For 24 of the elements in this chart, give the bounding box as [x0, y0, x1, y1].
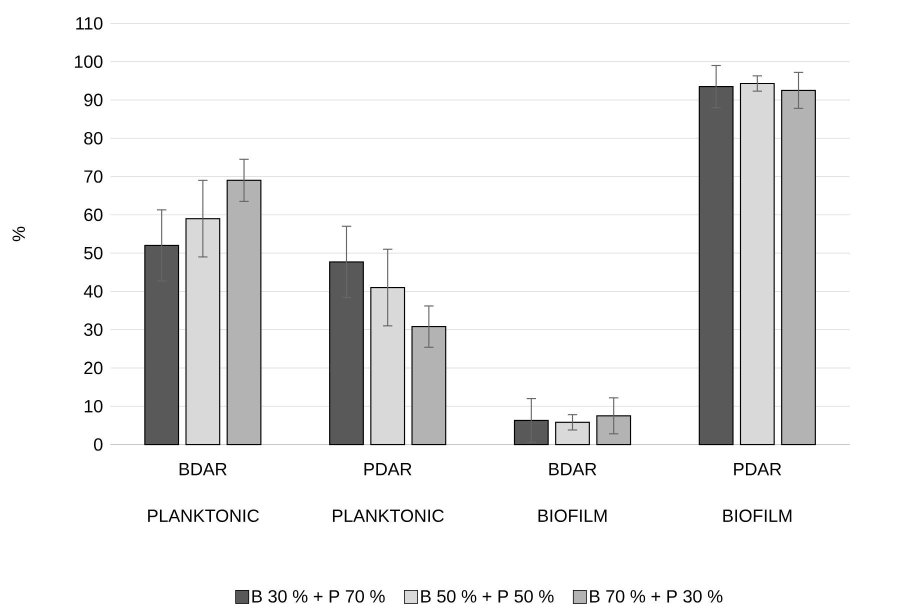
category-label: PDAR PLANKTONIC [332, 463, 444, 522]
y-tick-label: 60 [84, 208, 102, 222]
y-tick-label: 50 [84, 246, 102, 260]
y-axis-title: % [12, 226, 25, 242]
category-label: BDAR BIOFILM [538, 463, 606, 522]
legend-label: B 30 % + P 70 % [252, 590, 385, 603]
y-tick-label: 40 [84, 285, 102, 298]
legend-label: B 50 % + P 50 % [421, 590, 554, 603]
bar [555, 422, 590, 446]
legend-label: B 70 % + P 30 % [590, 590, 722, 603]
y-tick-label: 110 [76, 17, 102, 30]
bar [144, 244, 180, 446]
y-tick-label: 0 [94, 438, 102, 451]
y-tick-label: 80 [84, 132, 102, 145]
y-tick-label: 30 [84, 323, 102, 336]
y-tick-label: 70 [84, 170, 102, 183]
y-tick-label: 100 [74, 55, 102, 68]
y-tick-label: 20 [84, 362, 102, 374]
y-tick-label: 10 [84, 400, 102, 413]
category-label: BDAR PLANKTONIC [148, 463, 259, 522]
y-tick-label: 90 [84, 94, 102, 106]
bar [329, 261, 364, 446]
bar [698, 86, 734, 446]
category-label: PDAR BIOFILM [723, 463, 792, 522]
